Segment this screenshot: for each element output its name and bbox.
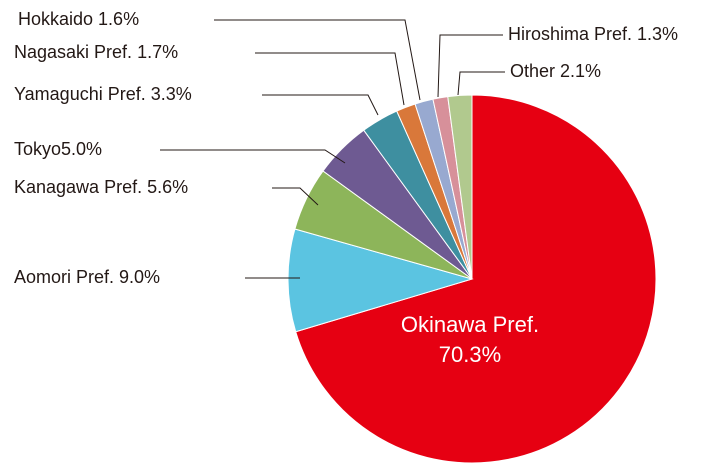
leader-line [262,94,379,116]
pie-slice [295,94,657,463]
pie-slice [287,228,474,333]
category-label: Aomori Pref. [14,267,114,287]
category-label: Hiroshima Pref. [508,24,632,44]
value-label: 9.0% [119,267,160,287]
value-label: 2.1% [560,61,601,81]
category-label: Other [510,61,555,81]
leader-line [437,34,503,98]
slice-label: Aomori Pref. 9.0% [14,267,160,287]
pie-slice [447,94,473,280]
category-label: Okinawa Pref. [401,312,539,337]
slice-label: Okinawa Pref. 70.3% [401,312,539,367]
value-label: 5.0% [61,139,102,159]
leader-line [160,149,346,164]
slice-label: Hiroshima Pref. 1.3% [508,24,678,44]
value-label: 70.3% [439,342,501,367]
value-label: 1.6% [98,9,139,29]
leader-line [255,52,405,106]
slice-label: Nagasaki Pref. 1.7% [14,42,178,62]
slice-label: Kanagawa Pref. 5.6% [14,177,188,197]
slice-label: Tokyo5.0% [14,139,102,159]
slice-label: Other 2.1% [510,61,601,81]
leader-line [214,19,421,101]
category-label: Hokkaido [18,9,93,29]
value-label: 1.7% [137,42,178,62]
leader-line [457,71,505,96]
category-label: Tokyo [14,139,61,159]
category-label: Yamaguchi Pref. [14,84,146,104]
value-label: 3.3% [151,84,192,104]
category-label: Nagasaki Pref. [14,42,132,62]
value-label: 1.3% [637,24,678,44]
category-label: Kanagawa Pref. [14,177,142,197]
slice-label: Yamaguchi Pref. 3.3% [14,84,192,104]
value-label: 5.6% [147,177,188,197]
leader-line [272,187,319,206]
slice-label: Hokkaido 1.6% [18,9,139,29]
